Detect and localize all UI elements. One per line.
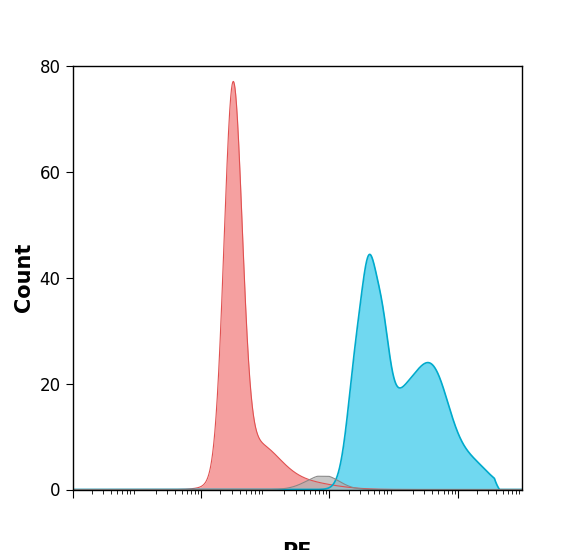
X-axis label: PE: PE (282, 542, 312, 550)
Y-axis label: Count: Count (14, 243, 34, 312)
